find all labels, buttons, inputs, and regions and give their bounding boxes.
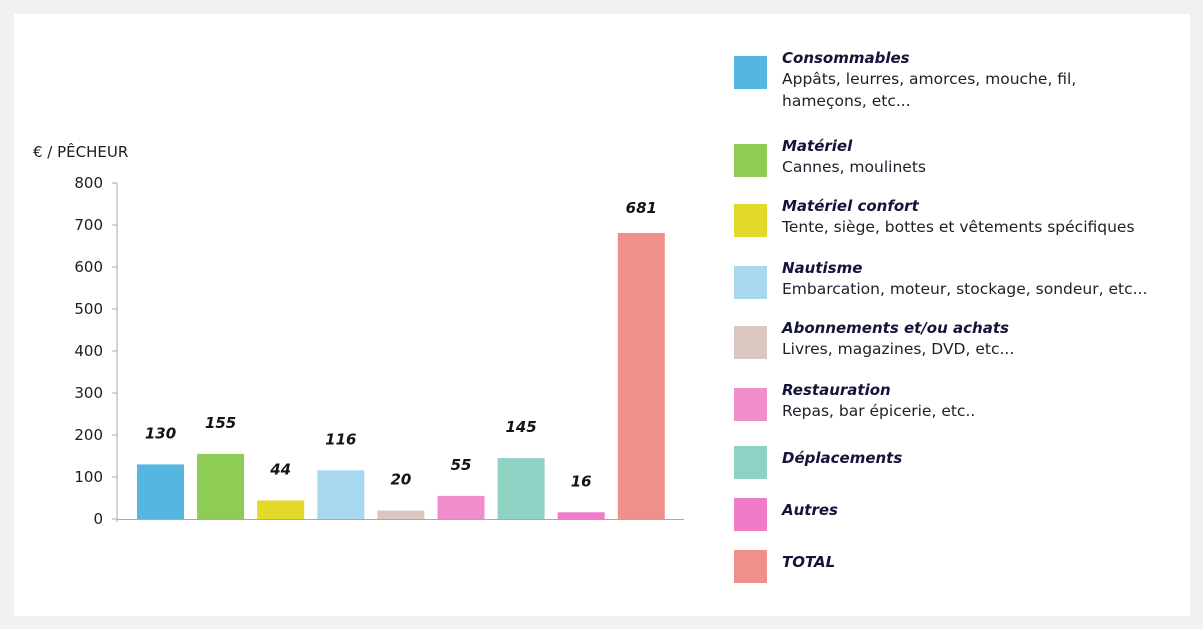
legend-item-name: Consommables: [782, 49, 910, 67]
legend-swatch: [734, 550, 767, 583]
bar-value-label: 55: [451, 456, 472, 474]
legend-text: Matériel Cannes, moulinets: [782, 136, 1182, 178]
bar-value-label: 130: [145, 424, 176, 442]
legend-item-name: TOTAL: [782, 553, 836, 571]
y-tick-label: 700: [74, 216, 103, 234]
legend-item-name: Autres: [782, 501, 838, 519]
legend-text: Déplacements: [782, 448, 1182, 468]
bar: [137, 464, 184, 519]
y-tick-label: 100: [74, 468, 103, 486]
bar: [497, 458, 545, 519]
legend-text: Restauration Repas, bar épicerie, etc..: [782, 380, 1182, 422]
legend-swatch: [734, 266, 767, 299]
bar: [557, 512, 605, 519]
legend-text: Matériel confort Tente, siège, bottes et …: [782, 196, 1182, 238]
bar: [377, 510, 425, 519]
legend-swatch: [734, 326, 767, 359]
bar-value-label: 681: [626, 199, 657, 217]
legend-item-description: Tente, siège, bottes et vêtements spécif…: [782, 218, 1135, 236]
y-tick-label: 500: [74, 300, 103, 318]
value-labels: 130 155 44 116 20 55 145 16 681: [145, 199, 657, 490]
legend-text: Consommables Appâts, leurres, amorces, mo…: [782, 48, 1182, 112]
bar: [257, 500, 305, 519]
legend-item-name: Abonnements et/ou achats: [782, 319, 1009, 337]
bar-value-label: 16: [571, 472, 592, 490]
y-tick-label: 200: [74, 426, 103, 444]
bar: [437, 495, 485, 519]
legend-text: Nautisme Embarcation, moteur, stockage, s…: [782, 258, 1182, 300]
bar-value-label: 145: [505, 418, 536, 436]
y-tick-label: 300: [74, 384, 103, 402]
legend-swatch: [734, 56, 767, 89]
y-axis-ticks: 0 100 200 300 400 500 600 700 800: [74, 174, 117, 528]
y-tick-label: 600: [74, 258, 103, 276]
legend-item-description: hameçons, etc...: [782, 92, 911, 110]
y-tick-label: 0: [93, 510, 103, 528]
legend-item-description: Embarcation, moteur, stockage, sondeur, …: [782, 280, 1148, 298]
legend-swatch: [734, 446, 767, 479]
bar: [197, 453, 245, 519]
legend-item-description: Appâts, leurres, amorces, mouche, fil,: [782, 70, 1077, 88]
bar-value-label: 20: [390, 471, 411, 489]
bar: [617, 232, 665, 520]
bar: [317, 470, 365, 519]
y-axis-title: € / PÊCHEUR: [33, 142, 128, 161]
legend-item-description: Repas, bar épicerie, etc..: [782, 402, 976, 420]
legend-swatch: [734, 144, 767, 177]
legend-swatch: [734, 498, 767, 531]
bar-value-label: 44: [269, 461, 291, 479]
legend-text: TOTAL: [782, 552, 1182, 572]
legend-swatch: [734, 388, 767, 421]
bar-value-label: 155: [205, 414, 236, 432]
legend-text: Autres: [782, 500, 1182, 520]
y-tick-label: 800: [74, 174, 103, 192]
legend-item-description: Cannes, moulinets: [782, 158, 926, 176]
legend-item-name: Matériel confort: [782, 197, 919, 215]
legend-item-description: Livres, magazines, DVD, etc...: [782, 340, 1015, 358]
bars: [137, 232, 665, 520]
bar-value-label: 116: [325, 430, 356, 448]
legend-swatch: [734, 204, 767, 237]
legend-item-name: Déplacements: [782, 449, 903, 467]
legend-item-name: Restauration: [782, 381, 891, 399]
y-tick-label: 400: [74, 342, 103, 360]
legend-text: Abonnements et/ou achats Livres, magazine…: [782, 318, 1182, 360]
legend-item-name: Matériel: [782, 137, 853, 155]
legend-item-name: Nautisme: [782, 259, 863, 277]
